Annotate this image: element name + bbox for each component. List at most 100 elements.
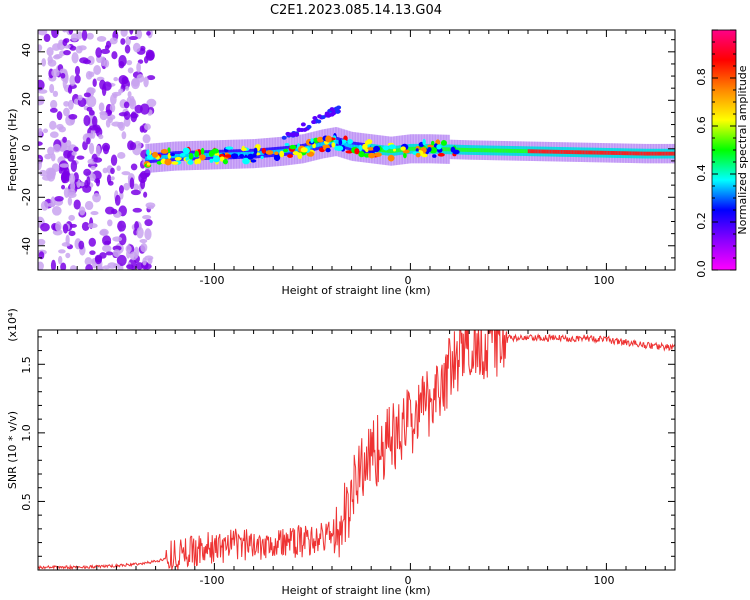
heatmap-cell — [373, 146, 380, 152]
heatmap-cell — [164, 159, 171, 166]
heatmap-cell — [170, 153, 175, 156]
heatmap-cell — [383, 145, 389, 150]
heatmap-cell — [86, 33, 93, 40]
heatmap-cell — [50, 100, 57, 109]
heatmap-cell — [85, 201, 93, 210]
heatmap-cell — [389, 144, 396, 149]
colorbar-gradient — [712, 30, 736, 270]
heatmap-cell — [79, 206, 85, 215]
heatmap-cell — [283, 149, 288, 152]
heatmap-cell — [133, 43, 141, 53]
figure-title: C2E1.2023.085.14.13.G04 — [270, 3, 442, 18]
heatmap-cell — [111, 209, 117, 214]
heatmap-cell — [46, 171, 51, 178]
heatmap-cell — [111, 155, 117, 166]
heatmap-cell — [152, 152, 158, 158]
spectrogram-x-tick-label: -100 — [200, 274, 225, 287]
heatmap-cell — [140, 243, 147, 252]
heatmap-cell — [73, 147, 78, 152]
heatmap-cell — [301, 147, 308, 152]
heatmap-cell — [43, 129, 48, 134]
heatmap-cell — [262, 148, 266, 154]
heatmap-cell — [241, 148, 247, 151]
heatmap-cell — [63, 50, 71, 55]
heatmap-cell — [336, 105, 341, 109]
heatmap-cell — [231, 153, 238, 159]
heatmap-cell — [325, 135, 332, 142]
heatmap-cell — [247, 154, 253, 160]
heatmap-cell — [71, 52, 78, 63]
heatmap-cell — [137, 74, 145, 83]
heatmap-cell — [122, 131, 127, 139]
heatmap-cell — [68, 86, 72, 94]
snr-y-axis-label: SNR (10 * v/v) — [6, 411, 19, 489]
heatmap-cell — [279, 151, 284, 158]
heatmap-cell — [297, 128, 302, 132]
heatmap-cell — [97, 264, 102, 274]
heatmap-cell — [117, 221, 126, 232]
heatmap-cell — [96, 178, 100, 187]
snr-frame — [38, 330, 675, 570]
heatmap-cell — [310, 138, 313, 143]
heatmap-cell — [110, 168, 115, 174]
heatmap-cell — [431, 141, 434, 146]
heatmap-cell — [209, 159, 213, 163]
heatmap-cell — [96, 145, 101, 157]
heatmap-cell — [112, 236, 122, 241]
heatmap-cell — [175, 157, 182, 160]
heatmap-cell — [44, 34, 51, 42]
heatmap-cell — [106, 251, 113, 255]
snr-y-tick-label: 1.0 — [20, 424, 33, 442]
heatmap-cell — [339, 139, 343, 145]
spectrogram-y-tick-label: -20 — [20, 188, 33, 206]
spectrogram-heatmap — [35, 25, 676, 273]
heatmap-cell — [128, 67, 134, 73]
snr-ticks — [38, 330, 675, 570]
heatmap-cell — [146, 149, 150, 155]
heatmap-cell — [93, 65, 101, 75]
colorbar-tick-label: 0.8 — [695, 68, 708, 86]
colorbar-tick-label: 0.6 — [695, 116, 708, 134]
heatmap-cell — [432, 154, 436, 158]
heatmap-cell — [126, 60, 132, 65]
heatmap-cell — [354, 148, 359, 154]
heatmap-cell — [82, 185, 91, 193]
heatmap-cell — [436, 144, 441, 149]
heatmap-cell — [189, 153, 194, 160]
heatmap-cell — [118, 55, 126, 67]
heatmap-cell — [194, 151, 199, 157]
heatmap-cell — [86, 137, 91, 144]
heatmap-cell — [75, 75, 81, 84]
colorbar-tick-label: 0.4 — [695, 164, 708, 182]
heatmap-cell — [142, 257, 146, 265]
heatmap-cell — [129, 36, 138, 40]
heatmap-cell — [63, 150, 71, 159]
heatmap-cell — [65, 253, 70, 259]
spectrogram-x-tick-label: 100 — [594, 274, 615, 287]
heatmap-cell — [90, 211, 98, 215]
heatmap-cell — [374, 152, 381, 157]
heatmap-cell — [61, 185, 65, 190]
heatmap-cell — [140, 239, 148, 243]
heatmap-cell — [41, 58, 46, 66]
heatmap-cell — [126, 245, 132, 253]
heatmap-cell — [52, 163, 60, 172]
heatmap-cell — [55, 221, 61, 231]
heatmap-cell — [124, 101, 130, 108]
heatmap-cell — [146, 31, 151, 36]
snr-x-axis-label: Height of straight line (km) — [281, 584, 430, 597]
heatmap-cell — [321, 115, 326, 119]
heatmap-cell — [197, 158, 201, 164]
heatmap-cell — [59, 163, 69, 167]
heatmap-cell — [147, 50, 155, 60]
heatmap-cell — [311, 120, 316, 124]
heatmap-cell — [99, 102, 105, 111]
heatmap-cell — [131, 163, 138, 170]
heatmap-cell — [78, 95, 83, 101]
heatmap-cell — [51, 153, 56, 161]
heatmap-cell — [41, 201, 49, 211]
heatmap-cell — [100, 111, 108, 120]
heatmap-cell — [62, 39, 67, 46]
heatmap-cell — [68, 215, 75, 221]
